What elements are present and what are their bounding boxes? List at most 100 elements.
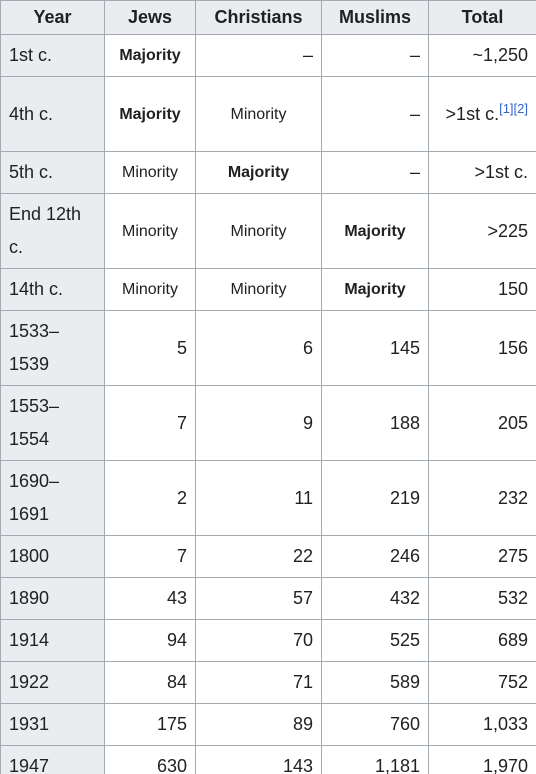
total-cell: 1,033 [428, 703, 536, 746]
muslims-cell: 145 [321, 310, 429, 386]
year-cell: 1st c. [0, 34, 105, 77]
table-row: 1553–1554 7 9 188 205 [0, 385, 536, 461]
muslims-cell: 1,181 [321, 745, 429, 774]
christians-cell: 22 [195, 535, 322, 578]
jews-cell: 7 [104, 385, 196, 461]
total-cell: >1st c.[1][2] [428, 76, 536, 152]
jews-cell: 7 [104, 535, 196, 578]
jews-cell: 175 [104, 703, 196, 746]
total-cell: 150 [428, 268, 536, 311]
table-row: 5th c. Minority Majority – >1st c. [0, 151, 536, 194]
total-cell: 689 [428, 619, 536, 662]
table-body: 1st c. Majority – – ~1,250 4th c. Majority Mino… [0, 34, 536, 774]
total-cell: 275 [428, 535, 536, 578]
christians-cell: 89 [195, 703, 322, 746]
total-cell: 232 [428, 460, 536, 536]
jews-cell: Majority [104, 34, 196, 77]
christians-cell: 71 [195, 661, 322, 704]
christians-cell: Minority [195, 193, 322, 269]
total-value: >1st c. [474, 162, 528, 182]
total-cell: >1st c. [428, 151, 536, 194]
year-cell: 1800 [0, 535, 105, 578]
total-value: 532 [497, 588, 528, 608]
header-christians[interactable]: Christians [195, 0, 322, 35]
muslims-cell: Majority [321, 193, 429, 269]
christians-cell: Majority [195, 151, 322, 194]
muslims-cell: 432 [321, 577, 429, 620]
jews-cell: Minority [104, 193, 196, 269]
table-row: 14th c. Minority Minority Majority 150 [0, 268, 536, 311]
header-row: Year Jews Christians Muslims Total [0, 0, 536, 35]
total-value: 1,970 [482, 756, 528, 774]
christians-cell: 57 [195, 577, 322, 620]
jews-cell: 630 [104, 745, 196, 774]
total-cell: 752 [428, 661, 536, 704]
muslims-cell: 219 [321, 460, 429, 536]
christians-cell: Minority [195, 268, 322, 311]
year-cell: 1931 [0, 703, 105, 746]
muslims-cell: 760 [321, 703, 429, 746]
total-value: 689 [497, 630, 528, 650]
total-value: 1,033 [482, 714, 528, 734]
total-cell: 532 [428, 577, 536, 620]
table-row: 1890 43 57 432 532 [0, 577, 536, 620]
jews-cell: 5 [104, 310, 196, 386]
header-jews[interactable]: Jews [104, 0, 196, 35]
year-cell: 1914 [0, 619, 105, 662]
year-cell: 1533–1539 [0, 310, 105, 386]
year-cell: 1890 [0, 577, 105, 620]
total-value: 275 [497, 546, 528, 566]
jews-cell: 43 [104, 577, 196, 620]
total-cell: ~1,250 [428, 34, 536, 77]
total-cell: 1,970 [428, 745, 536, 774]
total-value: 232 [497, 487, 528, 508]
total-value: >225 [487, 220, 528, 241]
christians-cell: 70 [195, 619, 322, 662]
jews-cell: Majority [104, 76, 196, 152]
total-value: >1st c. [445, 103, 500, 124]
jews-cell: Minority [104, 151, 196, 194]
total-cell: 156 [428, 310, 536, 386]
muslims-cell: Majority [321, 268, 429, 311]
table-row: 1800 7 22 246 275 [0, 535, 536, 578]
year-cell: End 12th c. [0, 193, 105, 269]
muslims-cell: 188 [321, 385, 429, 461]
muslims-cell: – [321, 151, 429, 194]
table-row: 1922 84 71 589 752 [0, 661, 536, 704]
christians-cell: 143 [195, 745, 322, 774]
year-cell: 1690–1691 [0, 460, 105, 536]
table-row: 1914 94 70 525 689 [0, 619, 536, 662]
christians-cell: Minority [195, 76, 322, 152]
table-row: 1st c. Majority – – ~1,250 [0, 34, 536, 77]
muslims-cell: 589 [321, 661, 429, 704]
jews-cell: 94 [104, 619, 196, 662]
christians-cell: 11 [195, 460, 322, 536]
muslims-cell: 525 [321, 619, 429, 662]
christians-cell: 6 [195, 310, 322, 386]
table-row: 1690–1691 2 11 219 232 [0, 460, 536, 536]
header-total[interactable]: Total [428, 0, 536, 35]
total-cell: 205 [428, 385, 536, 461]
christians-cell: – [195, 34, 322, 77]
jews-cell: 84 [104, 661, 196, 704]
total-value: 752 [497, 672, 528, 692]
table-header: Year Jews Christians Muslims Total [0, 0, 536, 35]
table-row: 1931 175 89 760 1,033 [0, 703, 536, 746]
table-row: 1533–1539 5 6 145 156 [0, 310, 536, 386]
jews-cell: 2 [104, 460, 196, 536]
muslims-cell: 246 [321, 535, 429, 578]
header-muslims[interactable]: Muslims [321, 0, 429, 35]
christians-cell: 9 [195, 385, 322, 461]
muslims-cell: – [321, 76, 429, 152]
muslims-cell: – [321, 34, 429, 77]
table-row: End 12th c. Minority Minority Majority >225 [0, 193, 536, 269]
year-cell: 5th c. [0, 151, 105, 194]
table-row: 1947 630 143 1,181 1,970 [0, 745, 536, 774]
total-value: 150 [497, 279, 528, 299]
citation-link[interactable]: [1][2] [499, 100, 528, 116]
year-cell: 14th c. [0, 268, 105, 311]
header-year[interactable]: Year [0, 0, 105, 35]
total-value: ~1,250 [472, 45, 528, 65]
table-row: 4th c. Majority Minority – >1st c.[1][2] [0, 76, 536, 152]
year-cell: 1553–1554 [0, 385, 105, 461]
